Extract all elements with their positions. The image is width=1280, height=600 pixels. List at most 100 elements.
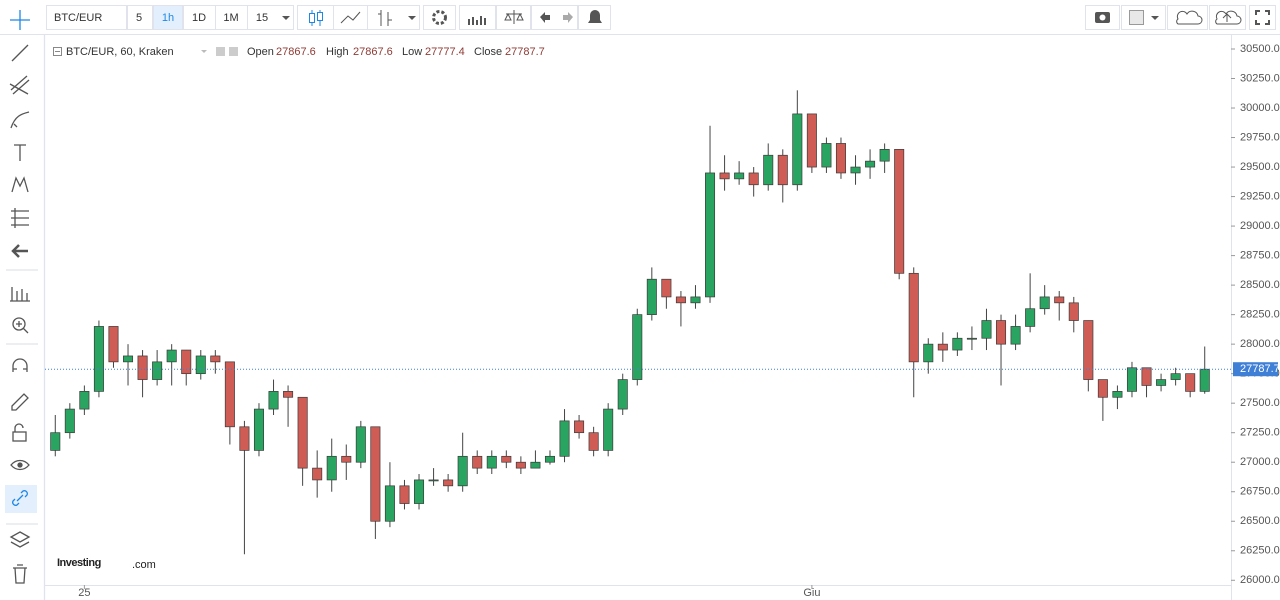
fullscreen-button[interactable] bbox=[1249, 5, 1276, 30]
interval-button-active[interactable] bbox=[153, 5, 183, 30]
legend-label: High bbox=[326, 46, 349, 58]
symbol-box[interactable] bbox=[46, 5, 127, 30]
candle-body bbox=[64, 408, 75, 434]
dropdown-arrow bbox=[1151, 16, 1159, 20]
candle-body bbox=[1068, 302, 1079, 321]
x-tick-label: 25 bbox=[78, 587, 90, 599]
pattern-tool[interactable] bbox=[11, 176, 29, 193]
candle-body bbox=[341, 455, 352, 463]
measure-tool[interactable] bbox=[10, 287, 30, 302]
candle-body bbox=[763, 154, 774, 186]
text-tool[interactable] bbox=[14, 144, 26, 161]
candle-body bbox=[661, 278, 672, 298]
scale-icon bbox=[504, 10, 524, 24]
sync-tool-active[interactable] bbox=[5, 485, 37, 513]
candle-body bbox=[472, 455, 483, 469]
brush-tool[interactable] bbox=[10, 111, 30, 129]
lock-tool[interactable] bbox=[12, 431, 27, 442]
legend-value: 27777.4 bbox=[425, 46, 465, 58]
y-tick-label: 29750.0 bbox=[1240, 131, 1280, 143]
interval-button[interactable] bbox=[183, 5, 216, 30]
candle-body bbox=[544, 455, 555, 463]
candle-body bbox=[937, 343, 948, 351]
legend-value: 27867.6 bbox=[276, 46, 316, 58]
interval: 15 bbox=[256, 12, 268, 24]
legend-icon[interactable] bbox=[216, 47, 225, 56]
candle-body bbox=[1126, 367, 1137, 392]
y-tick-label: 26750.0 bbox=[1240, 486, 1280, 498]
candle-body bbox=[574, 420, 585, 434]
interval-button[interactable] bbox=[215, 5, 248, 30]
interval: 1M bbox=[223, 12, 238, 24]
undo-icon bbox=[540, 12, 550, 23]
back-arrow[interactable] bbox=[11, 244, 28, 258]
candle-body bbox=[559, 420, 570, 457]
candle-body bbox=[675, 296, 686, 304]
symbol: BTC/EUR bbox=[54, 12, 102, 24]
candle-body bbox=[588, 432, 599, 451]
legend-label: Open bbox=[247, 46, 274, 58]
candle-body bbox=[1097, 379, 1108, 398]
settings-button[interactable] bbox=[423, 5, 456, 30]
candle-body bbox=[865, 160, 876, 168]
magnet-tool[interactable] bbox=[12, 358, 28, 372]
legend-label: Low bbox=[402, 46, 422, 58]
y-tick-label: 27250.0 bbox=[1240, 427, 1280, 439]
candle-body bbox=[632, 314, 643, 380]
visibility-tool[interactable] bbox=[10, 459, 30, 471]
price-tag bbox=[1233, 362, 1278, 377]
prediction-tool[interactable] bbox=[11, 208, 29, 228]
legend-icon[interactable] bbox=[229, 47, 238, 56]
delete-tool[interactable] bbox=[13, 564, 27, 584]
y-tick-label: 30000.0 bbox=[1240, 102, 1280, 114]
camera-icon bbox=[1099, 14, 1106, 21]
crosshair-tool[interactable] bbox=[10, 10, 30, 30]
candle-body bbox=[1025, 308, 1036, 327]
candle-body bbox=[792, 113, 803, 186]
legend-collapse[interactable] bbox=[53, 47, 62, 56]
candle-body bbox=[50, 432, 61, 451]
redo-icon bbox=[563, 12, 573, 23]
fib-tool[interactable] bbox=[9, 75, 30, 95]
layers-tool[interactable] bbox=[9, 531, 31, 548]
candle-body bbox=[137, 355, 148, 380]
zoom-tool[interactable] bbox=[12, 317, 26, 331]
candle-body bbox=[850, 166, 861, 174]
y-tick-label: 30500.0 bbox=[1240, 43, 1280, 55]
candle-body bbox=[355, 426, 366, 463]
cloud-icon bbox=[1176, 10, 1203, 25]
candle-body bbox=[195, 355, 206, 375]
candle-body bbox=[923, 343, 934, 363]
compare-button[interactable] bbox=[459, 5, 496, 30]
candle-body bbox=[821, 143, 832, 168]
candle-body bbox=[952, 337, 963, 351]
legend-arrow bbox=[201, 50, 207, 53]
candle-body bbox=[1156, 379, 1167, 386]
indicators-icon bbox=[378, 10, 392, 26]
candle-body bbox=[690, 296, 701, 304]
candles-button[interactable] bbox=[297, 5, 334, 30]
lock-tool bbox=[14, 423, 24, 432]
price-tag-label: 27787.7 bbox=[1240, 363, 1280, 375]
fullscreen-icon bbox=[1255, 10, 1270, 25]
y-tick-label: 28000.0 bbox=[1240, 338, 1280, 350]
candle-body bbox=[879, 148, 890, 162]
candle-icon bbox=[317, 12, 323, 21]
interval-button[interactable] bbox=[127, 5, 153, 30]
draw-mode-tool[interactable] bbox=[11, 393, 29, 411]
candle-body bbox=[123, 355, 134, 363]
y-tick-label: 29250.0 bbox=[1240, 190, 1280, 202]
candle-body bbox=[239, 426, 250, 451]
candle-body bbox=[748, 172, 759, 186]
compare-icon bbox=[468, 16, 486, 25]
trendline-tool[interactable] bbox=[11, 44, 29, 62]
candle-body bbox=[312, 467, 323, 481]
candle-body bbox=[501, 455, 512, 463]
legend-symbol: BTC/EUR, 60, Kraken bbox=[66, 46, 174, 58]
candle-body bbox=[908, 272, 919, 363]
candle-body bbox=[1199, 368, 1210, 392]
candle-body bbox=[981, 320, 992, 339]
y-tick-label: 27500.0 bbox=[1240, 397, 1280, 409]
